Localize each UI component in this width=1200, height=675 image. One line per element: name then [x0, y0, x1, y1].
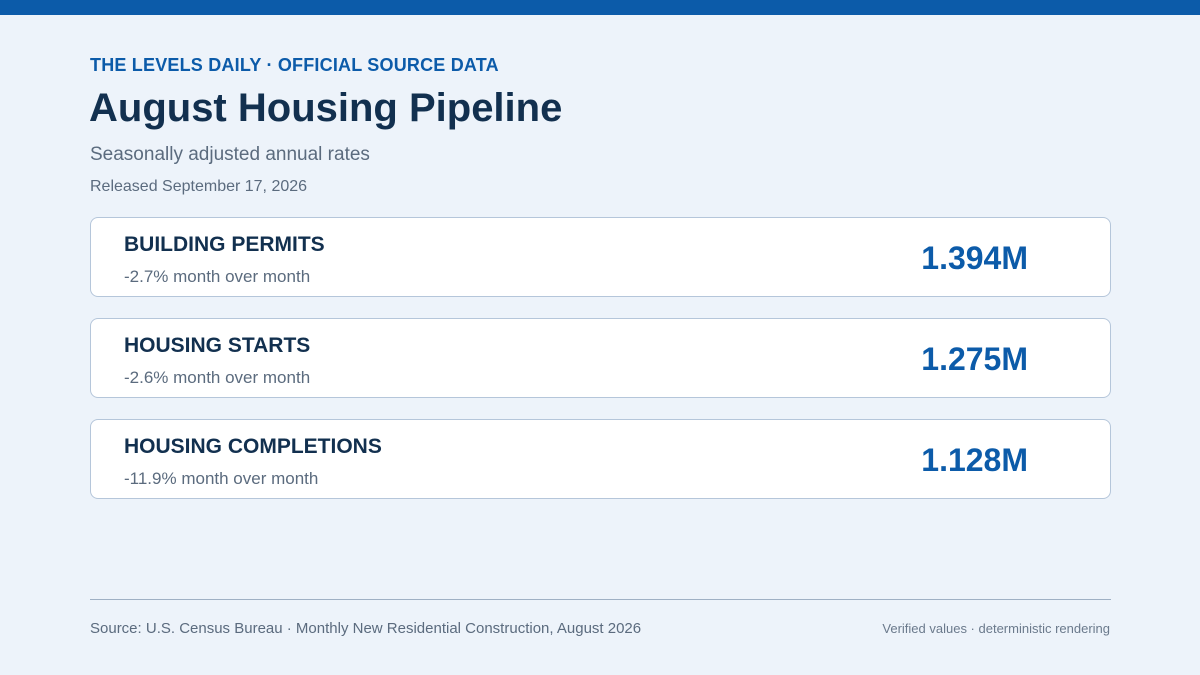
metric-label: HOUSING COMPLETIONS: [124, 435, 382, 458]
metric-card-housing-completions: HOUSING COMPLETIONS -11.9% month over mo…: [90, 419, 1111, 499]
footer-divider: [90, 599, 1111, 600]
subtitle: Seasonally adjusted annual rates: [90, 144, 370, 165]
metric-value: 1.128M: [921, 442, 1028, 478]
metric-label: HOUSING STARTS: [124, 334, 311, 357]
kicker: THE LEVELS DAILY · OFFICIAL SOURCE DATA: [90, 55, 499, 75]
metric-change: -11.9% month over month: [124, 469, 319, 488]
metric-value: 1.275M: [921, 341, 1028, 377]
metric-value: 1.394M: [921, 240, 1028, 276]
release-date: Released September 17, 2026: [90, 178, 308, 195]
metric-change: -2.7% month over month: [124, 267, 311, 286]
metric-card-building-permits: BUILDING PERMITS -2.7% month over month …: [90, 217, 1111, 297]
metric-card-housing-starts: HOUSING STARTS -2.6% month over month 1.…: [90, 318, 1111, 398]
footer-source: Source: U.S. Census Bureau · Monthly New…: [90, 620, 642, 637]
metric-cards: BUILDING PERMITS -2.7% month over month …: [90, 217, 1111, 520]
footer-note: Verified values · deterministic renderin…: [882, 621, 1110, 636]
metric-change: -2.6% month over month: [124, 368, 311, 387]
top-accent-bar: [0, 0, 1200, 15]
page-title: August Housing Pipeline: [89, 86, 563, 130]
metric-label: BUILDING PERMITS: [124, 233, 325, 256]
